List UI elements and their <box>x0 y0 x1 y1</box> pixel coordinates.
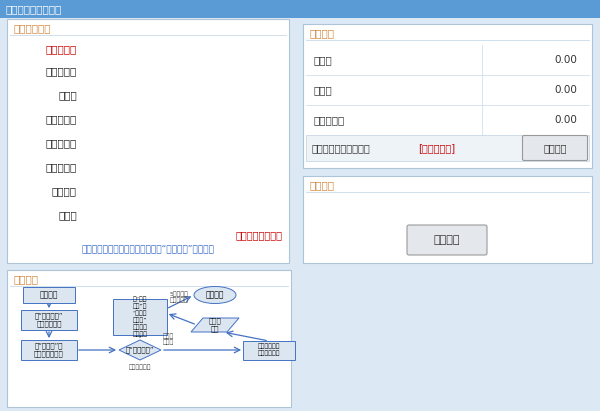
Text: 登录账号：: 登录账号： <box>46 44 77 54</box>
Text: 出生日期：: 出生日期： <box>46 162 77 172</box>
Text: 在“服务
中心”或
“已报考
的科目”
核实科目
缴费状态: 在“服务 中心”或 “已报考 的科目” 核实科目 缴费状态 <box>133 297 148 337</box>
Text: 已缴：: 已缴： <box>313 85 332 95</box>
FancyBboxPatch shape <box>306 135 589 161</box>
FancyBboxPatch shape <box>303 176 592 263</box>
Text: 所在地：: 所在地： <box>52 186 77 196</box>
Text: 我要报考: 我要报考 <box>434 235 460 245</box>
FancyBboxPatch shape <box>21 310 77 330</box>
Text: 报考成功: 报考成功 <box>206 291 224 300</box>
Text: 0.00: 0.00 <box>554 115 577 125</box>
Text: 点“下一步”继
续选择报考科目: 点“下一步”继 续选择报考科目 <box>34 343 64 357</box>
Text: 当前位置：我的主页: 当前位置：我的主页 <box>6 4 62 14</box>
Text: 选择在线支付: 选择在线支付 <box>129 364 151 370</box>
FancyBboxPatch shape <box>7 19 289 263</box>
Text: 职业、通信地址、联系方式等可在“基本信息”中修改。: 职业、通信地址、联系方式等可在“基本信息”中修改。 <box>82 245 214 254</box>
Text: 0.00: 0.00 <box>554 85 577 95</box>
Text: 证件号码：: 证件号码： <box>46 138 77 148</box>
Text: 修改我的个人信息: 修改我的个人信息 <box>236 230 283 240</box>
FancyBboxPatch shape <box>113 299 167 335</box>
Text: 区县：: 区县： <box>58 210 77 220</box>
Text: 5个工作日
内进行查询: 5个工作日 内进行查询 <box>170 291 189 303</box>
Text: 选择邮
局汇款: 选择邮 局汇款 <box>163 333 174 345</box>
Text: 申请账号: 申请账号 <box>40 291 58 300</box>
Text: 报考流程: 报考流程 <box>14 274 39 284</box>
Text: 点“我要支付”: 点“我要支付” <box>126 347 154 353</box>
Text: 0.00: 0.00 <box>554 55 577 65</box>
Text: 报名费发票申请状态：: 报名费发票申请状态： <box>312 143 371 153</box>
Text: 帐户信息: 帐户信息 <box>310 28 335 38</box>
Text: 地址确认: 地址确认 <box>543 143 567 153</box>
FancyBboxPatch shape <box>523 136 587 161</box>
Ellipse shape <box>194 286 236 303</box>
Text: 性别：: 性别： <box>58 90 77 100</box>
Text: 应缴：: 应缴： <box>313 55 332 65</box>
Text: 去邮局
汇款: 去邮局 汇款 <box>209 318 221 332</box>
FancyBboxPatch shape <box>21 340 77 360</box>
FancyBboxPatch shape <box>407 225 487 255</box>
Text: 记录账户号，
打印汇款样张: 记录账户号， 打印汇款样张 <box>258 344 280 356</box>
Text: 考生姓名：: 考生姓名： <box>46 66 77 76</box>
Polygon shape <box>191 318 239 332</box>
FancyBboxPatch shape <box>243 340 295 360</box>
FancyBboxPatch shape <box>0 0 600 18</box>
Text: 帐户余额：: 帐户余额： <box>313 115 344 125</box>
Text: 证件类型：: 证件类型： <box>46 114 77 124</box>
FancyBboxPatch shape <box>303 24 592 168</box>
Text: 点“我要报考”
选择报考城市: 点“我要报考” 选择报考城市 <box>35 313 63 327</box>
Text: 个人档案信息: 个人档案信息 <box>14 23 52 33</box>
Text: [未申请发票]: [未申请发票] <box>418 143 455 153</box>
Text: 报考信息: 报考信息 <box>310 180 335 190</box>
Polygon shape <box>119 340 161 360</box>
FancyBboxPatch shape <box>23 287 75 303</box>
FancyBboxPatch shape <box>7 270 291 407</box>
